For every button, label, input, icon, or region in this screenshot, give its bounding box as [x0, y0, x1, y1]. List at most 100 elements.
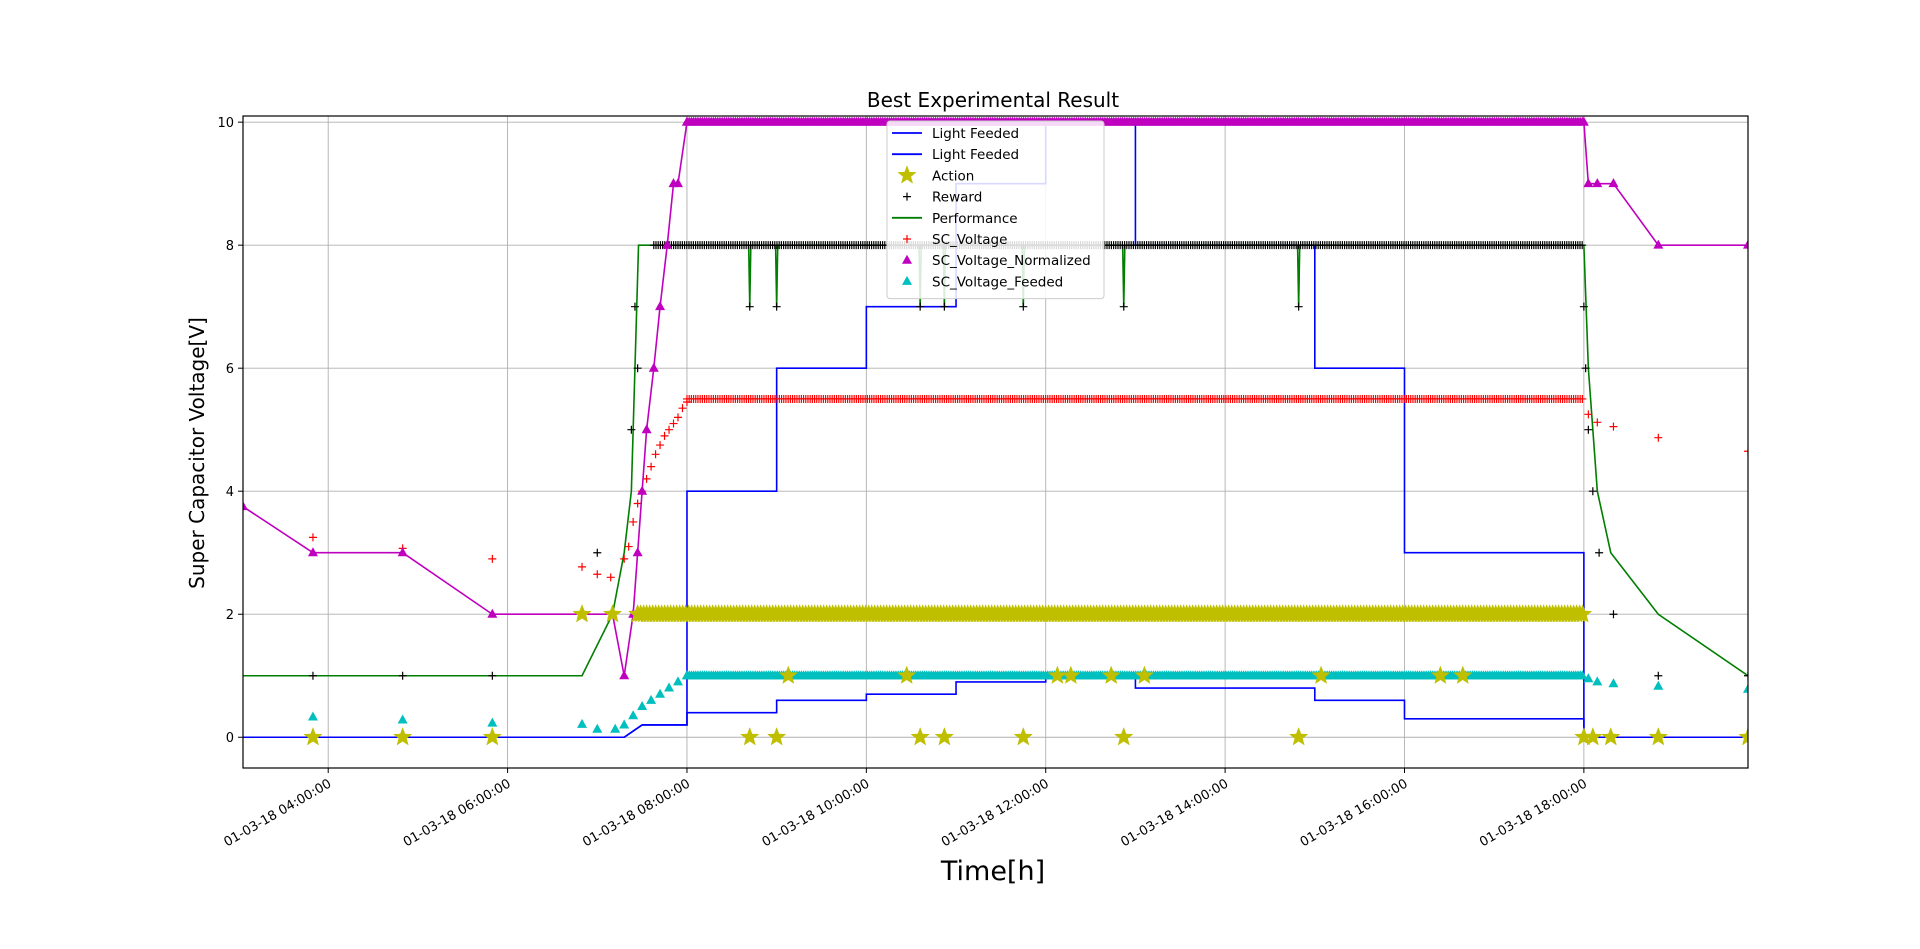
action-point: [392, 727, 413, 746]
sc-voltage-point: [1654, 433, 1663, 442]
action-point: [303, 727, 323, 746]
sc-voltage-feeded-point: [610, 723, 621, 733]
legend-plus-swatch: [903, 235, 911, 243]
y-tick-label: 10: [217, 116, 234, 131]
reward-point: [1744, 671, 1748, 680]
x-axis-label: Time[h]: [940, 856, 1045, 887]
sc-voltage-point: [682, 398, 691, 407]
action-point: [896, 665, 917, 684]
sc-voltage-feeded-point: [655, 688, 666, 698]
sc-voltage-feeded-point: [397, 714, 408, 724]
sc-voltage-point: [620, 554, 629, 563]
sc-voltage-point: [606, 573, 615, 582]
sc-voltage-feeded-point: [307, 711, 318, 721]
action-point: [1134, 665, 1155, 684]
legend-item: Reward: [903, 190, 982, 206]
legend-item: SC_Voltage_Normalized: [902, 253, 1091, 269]
series-light-feeded-0: [243, 674, 1748, 739]
legend-label: Light Feeded: [932, 126, 1019, 142]
reward-point: [1609, 610, 1618, 619]
action-point: [627, 604, 648, 623]
action-point: [1013, 727, 1034, 746]
sc-voltage-feeded-point: [1653, 680, 1664, 690]
x-tick-label: 01-03-18 18:00:00: [1477, 776, 1590, 850]
reward-point: [1579, 302, 1588, 311]
axes-border: [242, 115, 1749, 769]
sc-voltage-point: [642, 474, 651, 483]
action-point: [1572, 604, 1593, 623]
sc-voltage-point: [669, 419, 678, 428]
legend-item: Light Feeded: [892, 147, 1019, 163]
performance-4-spike: [747, 245, 752, 307]
sc-voltage-point: [624, 542, 633, 551]
sc-voltage-normalized-point: [1653, 239, 1664, 249]
sc-voltage-normalized-point: [637, 485, 648, 495]
sc-voltage-normalized-point: [648, 362, 659, 372]
action-point: [1311, 665, 1331, 684]
legend-item: SC_Voltage_Feeded: [902, 274, 1063, 290]
reward-point: [1019, 302, 1028, 311]
sc-voltage-point: [660, 431, 669, 440]
sc-voltage-point: [633, 499, 642, 508]
legend-label: Reward: [932, 190, 982, 206]
sc-voltage-feeded-point: [1743, 683, 1748, 693]
x-tick-label: 01-03-18 10:00:00: [760, 776, 873, 850]
sc-voltage-feeded-point: [592, 723, 603, 733]
x-tick-label: 01-03-18 04:00:00: [221, 776, 334, 850]
sc-voltage-feeded-point: [1592, 676, 1603, 686]
series-sc-voltage-5: [308, 394, 1748, 582]
reward-point: [627, 425, 636, 434]
reward-point: [308, 671, 317, 680]
legend-box: [886, 120, 1105, 300]
sc-voltage-point: [678, 404, 687, 413]
light-feeded-0-line: [243, 674, 1748, 739]
y-tick-label: 6: [226, 362, 234, 377]
sc-voltage-point: [1584, 410, 1593, 419]
reward-point: [745, 302, 754, 311]
x-tick-label: 01-03-18 06:00:00: [401, 776, 514, 850]
reward-point: [1578, 241, 1587, 250]
sc-voltage-feeded-point: [646, 694, 657, 704]
sc-voltage-feeded-point: [577, 718, 588, 728]
reward-point: [1294, 302, 1303, 311]
reward-point: [488, 671, 497, 680]
sc-voltage-normalized-point: [619, 670, 630, 680]
legend-triangle-swatch: [902, 275, 912, 285]
chart-title: Best Experimental Result: [867, 88, 1119, 112]
sc-voltage-feeded-point: [664, 682, 675, 692]
sc-voltage-feeded-point: [1577, 670, 1588, 680]
sc-voltage-normalized-point: [655, 301, 666, 311]
reward-point: [630, 302, 639, 311]
reward-point: [916, 302, 925, 311]
sc-voltage-point: [1578, 394, 1587, 403]
sc-voltage-point: [308, 533, 317, 542]
action-point: [1738, 727, 1748, 746]
reward-point: [633, 364, 642, 373]
sc-voltage-normalized-point: [681, 116, 692, 126]
reward-point: [398, 671, 407, 680]
performance-4-spike: [1296, 245, 1301, 307]
reward-point: [1588, 487, 1597, 496]
action-point: [1453, 665, 1473, 684]
action-point: [778, 665, 799, 684]
axes-frame: [242, 115, 1749, 769]
sc-voltage-point: [593, 570, 602, 579]
series-action-2: [303, 604, 1748, 746]
sc-voltage-feeded-point: [637, 700, 648, 710]
action-point: [1101, 665, 1121, 684]
legend-label: SC_Voltage: [932, 232, 1007, 248]
sc-voltage-normalized-point: [641, 424, 652, 434]
reward-point: [1581, 364, 1590, 373]
legend-item: Light Feeded: [892, 126, 1019, 142]
reward-point: [940, 302, 949, 311]
sc-voltage-point: [673, 413, 682, 422]
action-point: [1288, 727, 1309, 746]
action-point: [766, 727, 787, 746]
reward-point: [1584, 425, 1593, 434]
reward-point: [593, 548, 602, 557]
series-sc-voltage-normalized-6: [243, 116, 1748, 680]
sc-voltage-feeded-point: [1583, 673, 1594, 683]
sc-voltage-normalized-point: [1583, 178, 1594, 188]
